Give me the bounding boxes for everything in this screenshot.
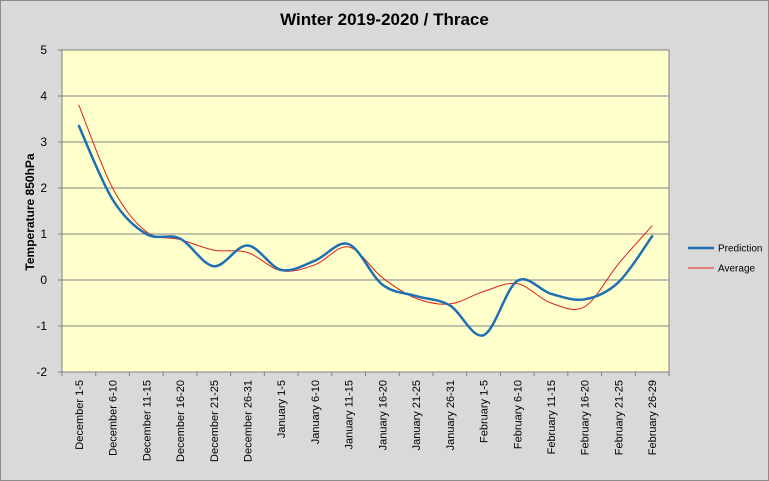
x-tick-label: December 1-5 bbox=[74, 380, 86, 450]
y-tick-labels: 5 4 3 2 1 0 -1 -2 bbox=[36, 43, 62, 379]
x-tick-label: December 6-10 bbox=[108, 380, 120, 456]
series-lines bbox=[77, 104, 654, 337]
y-tick-label: 0 bbox=[40, 273, 47, 287]
y-tick-label: -2 bbox=[36, 365, 47, 379]
legend: Prediction Average bbox=[688, 244, 762, 275]
grid-lines bbox=[62, 95, 669, 327]
x-tick-label: January 16-20 bbox=[377, 380, 389, 450]
x-tick-label: December 16-20 bbox=[175, 380, 187, 462]
legend-label-average: Average bbox=[718, 264, 756, 275]
x-tick-label: January 1-5 bbox=[276, 380, 288, 438]
x-tick-labels: December 1-5 December 6-10 December 11-15 D… bbox=[61, 372, 670, 462]
x-tick-label: December 26-31 bbox=[242, 380, 254, 462]
x-tick-label: February 11-15 bbox=[546, 380, 558, 454]
x-tick-label: February 1-5 bbox=[479, 380, 491, 443]
x-tick-label: February 21-25 bbox=[613, 380, 625, 455]
series-line-prediction bbox=[77, 124, 654, 337]
x-tick-label: December 21-25 bbox=[209, 380, 221, 462]
x-tick-label: February 26-29 bbox=[647, 380, 659, 455]
y-tick-label: 4 bbox=[40, 89, 47, 103]
plot-background bbox=[61, 49, 670, 373]
chart-title: Winter 2019-2020 / Thrace bbox=[280, 10, 489, 29]
legend-label-prediction: Prediction bbox=[718, 244, 762, 255]
y-tick-label: 1 bbox=[40, 227, 47, 241]
y-tick-label: 3 bbox=[40, 135, 47, 149]
y-tick-label: 2 bbox=[40, 181, 47, 195]
x-tick-label: February 16-20 bbox=[580, 380, 592, 455]
x-tick-label: January 11-15 bbox=[344, 380, 356, 450]
x-tick-label: January 21-25 bbox=[411, 380, 423, 450]
y-tick-label: -1 bbox=[36, 319, 47, 333]
x-tick-label: December 11-15 bbox=[141, 380, 153, 461]
x-tick-label: February 6-10 bbox=[512, 380, 524, 449]
y-tick-label: 5 bbox=[40, 43, 47, 57]
x-tick-label: January 26-31 bbox=[445, 380, 457, 450]
x-tick-label: January 6-10 bbox=[310, 380, 322, 444]
